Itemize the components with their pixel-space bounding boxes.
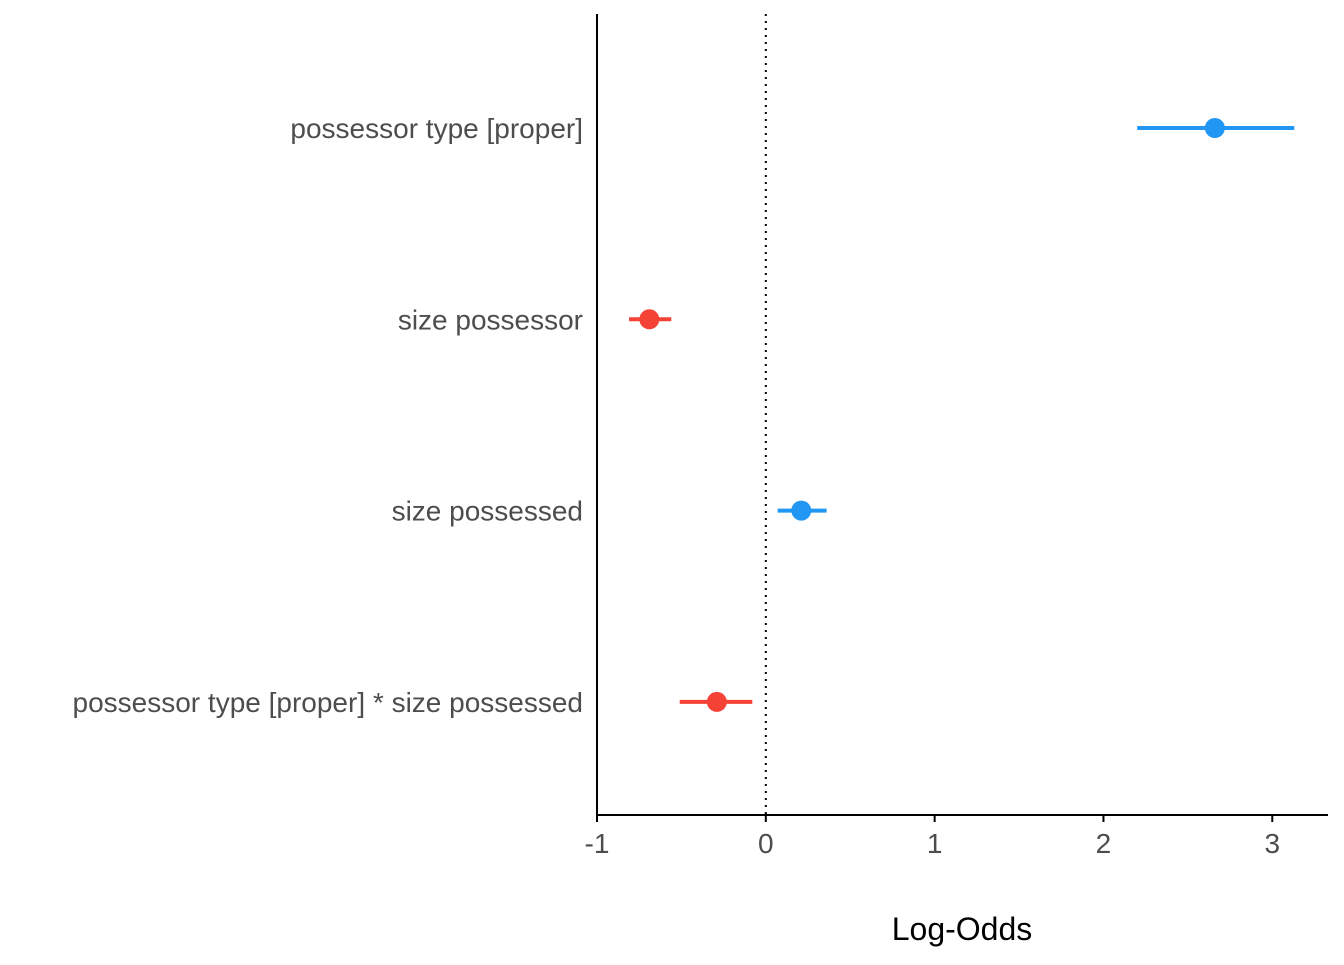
x-tick-label: 1	[927, 828, 943, 859]
x-tick-label: 2	[1096, 828, 1112, 859]
x-axis-title: Log-Odds	[892, 911, 1033, 947]
category-label: size possessed	[392, 496, 583, 527]
x-tick-label: 3	[1264, 828, 1280, 859]
category-label: size possessor	[398, 304, 583, 335]
estimate-point	[639, 309, 660, 330]
x-tick-label: -1	[585, 828, 610, 859]
estimate-point	[706, 691, 727, 712]
category-label: possessor type [proper] * size possessed	[73, 687, 583, 718]
estimate-point	[1204, 118, 1225, 138]
category-label: possessor type [proper]	[290, 113, 583, 144]
x-tick-label: 0	[758, 828, 774, 859]
estimate-point	[791, 500, 812, 521]
